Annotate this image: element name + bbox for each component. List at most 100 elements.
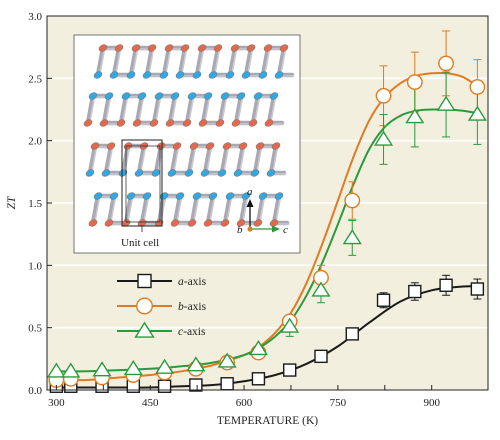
crystal-axis-indicator: a b c: [237, 186, 288, 236]
y-axis-title: ZT: [6, 195, 18, 209]
axis-label-b: b: [237, 224, 243, 236]
atom: [266, 169, 276, 177]
data-point-c-axis: [46, 362, 66, 378]
data-point-b-axis: [438, 55, 454, 72]
legend-marker-a-axis: [137, 273, 152, 289]
bond: [172, 193, 183, 226]
data-point-a-axis: [439, 278, 453, 292]
data-point-b-axis: [375, 87, 392, 104]
legend-label-b-axis: b-axis: [178, 301, 207, 313]
bond: [103, 143, 114, 176]
bond: [151, 93, 162, 126]
atom: [109, 71, 119, 79]
x-tick-label: 450: [142, 397, 159, 409]
atom: [137, 92, 147, 100]
atom: [225, 192, 235, 200]
legend-label-axis-letter: b: [178, 301, 184, 313]
atom: [180, 44, 190, 52]
atom: [170, 92, 180, 100]
y-tick-label: 0.5: [28, 323, 42, 335]
atom: [85, 169, 95, 177]
bond: [189, 193, 200, 226]
bond: [128, 45, 139, 78]
legend-label-axis-letter: c: [178, 326, 183, 338]
data-point-a-axis: [220, 377, 234, 391]
atom: [187, 219, 197, 227]
bond: [85, 93, 96, 126]
atom: [241, 192, 251, 200]
atom: [90, 142, 100, 150]
y-tick-label: 2.5: [28, 73, 42, 85]
data-point-c-axis: [405, 108, 425, 124]
atom: [184, 169, 194, 177]
atom: [98, 44, 108, 52]
x-tick-label: 750: [330, 397, 347, 409]
atom: [99, 119, 109, 127]
data-point-c-axis: [155, 358, 175, 374]
atom: [114, 44, 124, 52]
data-point-c-axis: [436, 95, 456, 111]
data-point-a-axis: [408, 284, 422, 299]
atom: [175, 71, 185, 79]
legend-marker-b-axis: [135, 297, 153, 315]
atom: [263, 44, 273, 52]
x-axis-title: TEMPERATURE (K): [217, 415, 318, 427]
atom: [213, 44, 223, 52]
x-tick-label: 300: [48, 397, 65, 409]
atom: [189, 142, 199, 150]
data-point-a-axis: [345, 327, 359, 341]
bond: [238, 193, 249, 226]
atom: [208, 71, 218, 79]
bond: [271, 193, 282, 226]
atom: [200, 169, 210, 177]
legend-label-axis-letter: a: [178, 276, 184, 288]
data-markers: [46, 55, 487, 393]
bond: [222, 193, 233, 226]
bond: [139, 193, 150, 226]
atom: [264, 119, 274, 127]
atom: [203, 219, 213, 227]
atom: [142, 192, 152, 200]
unit-cell-outline-inner: [125, 145, 161, 223]
bond: [235, 143, 246, 176]
bond: [205, 193, 216, 226]
data-point-b-axis: [469, 79, 486, 95]
atom: [197, 44, 207, 52]
bond: [250, 93, 261, 126]
bond: [268, 143, 279, 176]
atom: [83, 119, 93, 127]
atom: [205, 142, 215, 150]
bond: [136, 143, 147, 176]
atom: [203, 92, 213, 100]
data-point-c-axis: [92, 361, 112, 377]
atom: [147, 44, 157, 52]
legend-label-axis-suffix: -axis: [183, 326, 206, 338]
atom: [215, 119, 225, 127]
atom: [132, 119, 142, 127]
bond: [118, 93, 129, 126]
bond: [227, 45, 238, 78]
bond: [95, 45, 106, 78]
bond: [184, 93, 195, 126]
bond: [186, 143, 197, 176]
atom: [101, 169, 111, 177]
atom: [241, 71, 251, 79]
atom: [109, 192, 119, 200]
atom: [170, 219, 180, 227]
data-point-c-axis: [342, 229, 362, 245]
y-tick-label: 1.5: [28, 198, 42, 210]
atom: [269, 92, 279, 100]
atom: [258, 192, 268, 200]
atom: [134, 169, 144, 177]
data-point-b-axis: [344, 192, 361, 209]
atom: [238, 142, 248, 150]
atom: [279, 44, 289, 52]
data-point-c-axis: [61, 362, 81, 378]
data-point-a-axis: [314, 349, 328, 364]
data-point-c-axis: [280, 317, 300, 333]
bond: [169, 143, 180, 176]
data-point-c-axis: [467, 105, 487, 121]
bond: [260, 45, 271, 78]
atom: [192, 192, 202, 200]
atom: [198, 119, 208, 127]
